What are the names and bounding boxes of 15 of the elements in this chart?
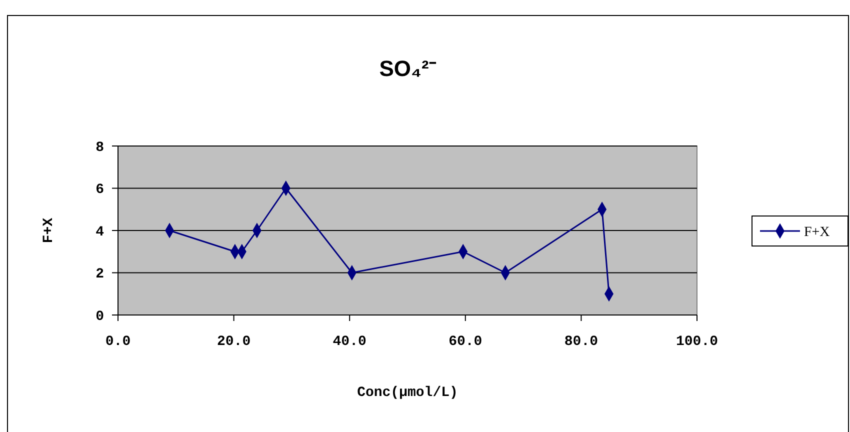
y-tick-label: 6: [96, 182, 104, 198]
x-tick-label: 80.0: [564, 334, 598, 350]
y-tick-label: 8: [96, 140, 104, 156]
y-tick-label: 0: [96, 308, 104, 325]
x-tick-label: 40.0: [332, 334, 366, 350]
x-tick-label: 20.0: [216, 334, 251, 350]
y-axis-title: F+X: [41, 217, 57, 244]
x-tick-label: 60.0: [448, 334, 482, 350]
y-tick-label: 4: [96, 224, 104, 240]
legend-label: F+X: [804, 224, 830, 240]
x-axis-title: Conc(µmol/L): [357, 385, 458, 401]
chart-title: SO₄²⁻: [379, 56, 437, 81]
x-tick-label: 0.0: [105, 334, 131, 350]
y-tick-label: 2: [96, 266, 104, 283]
x-tick-label: 100.0: [676, 334, 718, 350]
